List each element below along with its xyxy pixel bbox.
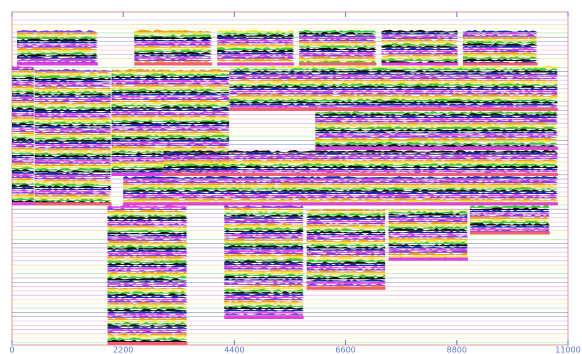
block-base <box>217 63 294 66</box>
x-tick-label: 0 <box>9 346 14 354</box>
block-base <box>164 173 558 176</box>
block-base <box>229 108 558 111</box>
block-base <box>315 147 558 150</box>
x-tick-label: 6600 <box>335 346 355 354</box>
trace-band <box>108 278 188 280</box>
block-base <box>224 316 303 319</box>
chart: 0 2200 4400 6600 8800 11000 <box>0 0 582 354</box>
block-base <box>389 258 468 261</box>
block-base <box>108 342 188 345</box>
trace-band <box>381 58 458 61</box>
x-tick-label: 8800 <box>447 346 467 354</box>
block-base <box>134 63 212 66</box>
block-base <box>12 202 35 205</box>
trace-block <box>164 150 558 176</box>
block-base <box>17 63 98 66</box>
x-tick-label: 11000 <box>555 346 580 354</box>
x-tick-label: 4400 <box>224 346 244 354</box>
block-base <box>463 63 538 66</box>
block-base <box>470 232 550 235</box>
block-base <box>307 287 386 290</box>
block-base <box>35 202 112 205</box>
trace-band <box>17 39 98 42</box>
block-base <box>299 63 376 66</box>
trace-block <box>224 205 303 319</box>
x-tick-label: 2200 <box>113 346 133 354</box>
block-base <box>123 202 558 205</box>
block-base <box>381 63 458 66</box>
